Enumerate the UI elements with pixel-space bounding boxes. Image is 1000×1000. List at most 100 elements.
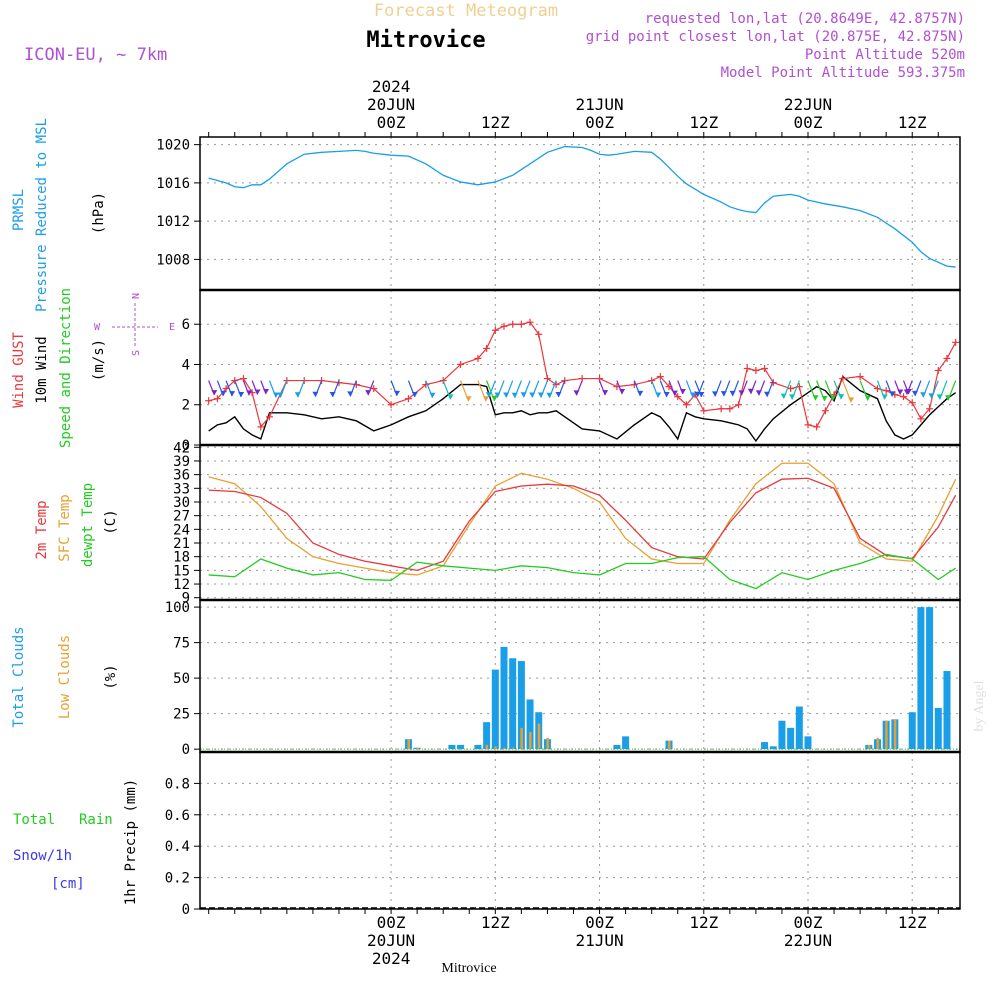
y-tick-label: 0.2 [165,871,190,887]
wind-arrow-head [365,390,372,396]
time-label-bottom: 12Z [481,913,510,932]
low-cloud-bar [529,732,532,750]
time-label-bottom: 2024 [372,949,411,968]
wind-unit-label: (m/s) [91,339,107,381]
wind-arrow-head [602,390,609,396]
data-layer [200,145,960,750]
time-label-bottom: 20JUN [367,931,415,950]
y-tick-label: 1016 [156,176,190,192]
wind-arrow-head [573,390,580,396]
y-tick-label: 50 [173,671,190,687]
low-cloud-bar [494,746,497,750]
y-tick-label: 27 [173,509,190,525]
wind-arrow-head [945,395,952,401]
snow-label: Snow/1h [13,848,72,864]
wind-arrow-head [812,395,819,401]
time-label-top: 12Z [689,113,718,132]
wind-arrow-head [936,394,943,400]
wind-arrow-head [447,394,454,400]
wind-arrow-head [928,393,935,399]
precip-panel-labels: Total Rain Snow/1h [cm] 1hr Precip (mm) [13,779,139,905]
compass-west: W [94,322,101,333]
wind10-line [208,375,957,443]
wind-arrow-head [277,392,284,398]
wind-arrow-head [312,391,319,397]
panel-frame [199,444,961,601]
wind-arrow-head [729,390,736,396]
y-tick-label: 0 [182,438,190,454]
wind-arrow-head [897,389,904,395]
footer-location: Mitrovice [441,961,496,976]
time-label-bottom: 22JUN [784,931,832,950]
wind-arrow-head [619,388,626,394]
low-cloud-bar [511,747,515,750]
total-cloud-bar [483,722,491,750]
y-tick-label: 25 [173,707,190,723]
total-cloud-bar [795,706,803,750]
y-tick-label: 36 [173,468,190,484]
low-cloud-bar [668,740,671,750]
compass-north: N [131,293,142,299]
total-cloud-bar [517,661,525,750]
gust-line [208,321,957,429]
wind-arrow-head [520,392,527,398]
wind-arrow-head [494,392,501,398]
wind-arrow-head [529,392,536,398]
total-cloud-bar [769,746,777,750]
total-cloud-bar [943,671,951,750]
rain-rain-label: Rain [79,812,113,828]
grid-layer [200,137,960,910]
wind-arrow-head [246,390,253,396]
low-cloud-bar [867,744,871,750]
model-label: ICON-EU, ~ 7km [24,45,167,65]
wind-arrow-head [903,389,910,395]
wind-10m-label: 10m Wind [34,336,50,403]
y-tick-label: 42 [173,440,190,456]
total-cloud-bar [491,669,499,750]
wind-arrow-head [537,392,544,398]
temp-sfc-label: SFC Temp [57,494,73,561]
wind-arrow-head [546,392,553,398]
low-clouds-label: Low Clouds [57,635,73,719]
rain-total-label: Total [13,812,55,828]
y-tick-label: 0.4 [165,839,190,855]
total-cloud-bar [500,646,508,750]
y-tick-label: 39 [173,454,190,470]
wind-arrow-head [555,391,562,397]
y-tick-label: 12 [173,577,190,593]
wind-arrow-head [889,391,896,397]
wind-arrow-head [273,392,280,398]
wind-arrow-head [838,394,845,400]
time-label-top: 12Z [898,113,927,132]
wind-arrow-head [347,391,354,397]
wind-arrow-head [689,392,696,398]
y-tick-label: 2 [182,398,190,414]
y-tick-label: 4 [182,357,190,373]
wind-arrow-head [465,396,472,402]
wind-arrow-head [485,392,492,398]
temp-2m-line [208,477,957,572]
low-cloud-bar [876,737,879,750]
total-cloud-bar [448,744,456,750]
wind-arrow-head [788,394,795,400]
low-cloud-bar [485,744,489,750]
wind-arrow-head [671,390,678,396]
wind-arrow-head [491,396,498,402]
wind-arrow-head [254,389,261,395]
location-title: Mitrovice [366,28,485,53]
panel-frame [199,136,961,291]
compass-south: S [131,350,142,356]
temp-unit-label: (C) [103,509,119,534]
total-cloud-bar [804,736,812,750]
wind-arrow-head [698,391,705,397]
wind-arrow-head [911,390,918,396]
wind-arrow-head [679,388,686,394]
time-label-top: 2024 [372,77,411,96]
total-cloud-bar [474,744,482,750]
wind-arrow-head [411,391,418,397]
y-tick-label: 30 [173,495,190,511]
precip-axis-label: 1hr Precip (mm) [123,779,139,905]
time-label-bottom: 12Z [898,913,927,932]
credit-watermark: by Angel [972,680,987,731]
y-tick-label: 9 [182,591,190,607]
